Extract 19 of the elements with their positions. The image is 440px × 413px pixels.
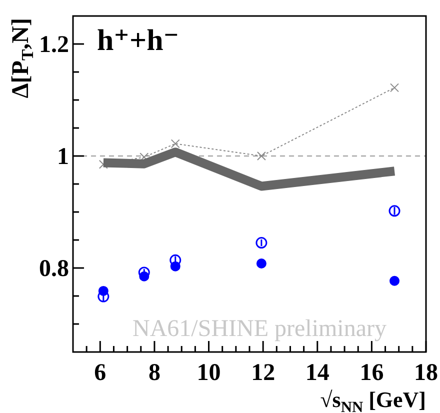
y-tick-label: 0.8 [39,256,69,282]
point [390,83,399,92]
point [256,152,266,160]
x-tick-label: 6 [94,360,106,386]
x-axis-title: √s$_{NN}$ [GeV] [320,387,426,413]
x-tick-label: 12 [251,360,276,386]
point [390,276,400,286]
point [256,237,268,249]
y-tick-label: 1 [57,144,69,170]
point [256,258,266,269]
annotation: h⁺+h⁻ [97,24,180,57]
x-tick-label: 16 [360,360,384,386]
x-tick-label: 14 [305,360,330,386]
x-tick-label: 10 [196,360,221,386]
x-tick-label: 8 [148,360,160,386]
point [170,139,180,148]
y-tick-label: 1.2 [39,32,69,58]
x-tick-label: 18 [414,360,438,386]
point [388,205,400,217]
